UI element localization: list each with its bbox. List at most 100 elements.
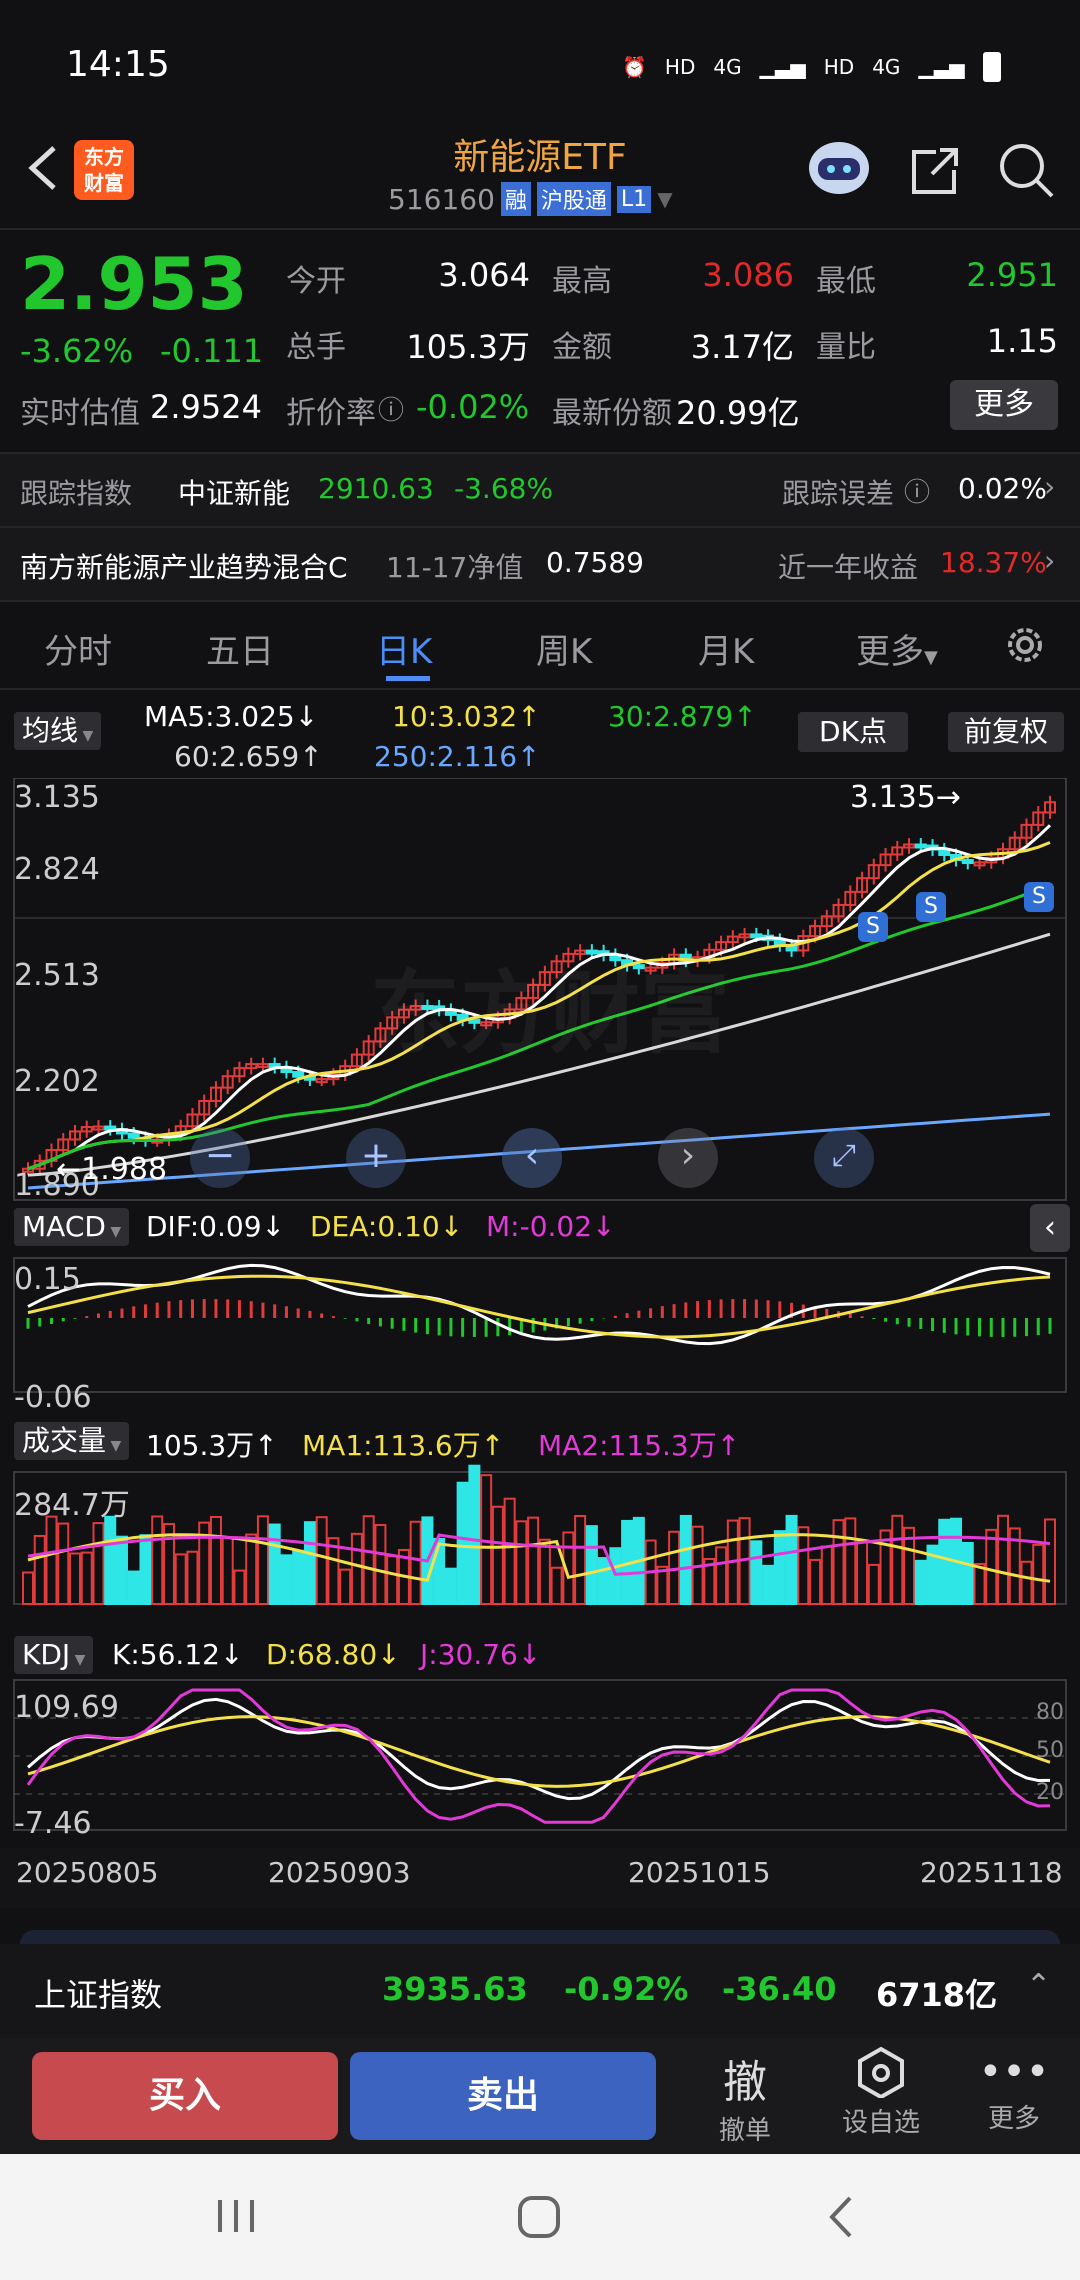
home-button[interactable] — [514, 2192, 564, 2242]
help-icon[interactable]: ⓘ — [904, 478, 931, 508]
volume-bar — [327, 1537, 340, 1606]
candle-body — [1020, 823, 1033, 839]
signal-s-3[interactable]: S — [1024, 882, 1054, 912]
market-chg: -36.40 — [722, 1970, 837, 2008]
add-watchlist-button[interactable]: 设自选 — [826, 2046, 936, 2150]
volume-bar — [515, 1520, 528, 1605]
search-icon — [1000, 144, 1054, 198]
volume-bar — [1032, 1543, 1045, 1606]
candle-body — [127, 1132, 140, 1139]
app-logo[interactable]: 东方 财富 — [74, 140, 134, 200]
zoom-out-button[interactable]: − — [190, 1128, 250, 1188]
kline-min-text: 1.988 — [81, 1152, 168, 1187]
chart-area[interactable] — [0, 778, 1080, 1918]
candle-body — [362, 1040, 375, 1056]
recent-apps-button[interactable] — [212, 2194, 262, 2238]
assistant-robot-icon[interactable] — [806, 138, 872, 198]
vol-y-top: 284.7万 — [14, 1488, 130, 1523]
volume-bar — [104, 1515, 117, 1605]
volume-bar — [891, 1514, 904, 1605]
pan-right-button[interactable]: › — [658, 1128, 718, 1188]
tag-connect: 沪股通 — [536, 182, 611, 216]
volume-bar — [303, 1521, 316, 1605]
volume-bar — [1008, 1527, 1021, 1605]
candle-body — [57, 1138, 70, 1151]
buy-button[interactable]: 买入 — [32, 2052, 338, 2140]
vol-value-text: 105.3万 — [146, 1429, 255, 1462]
sell-button[interactable]: 卖出 — [350, 2052, 656, 2140]
vol-ma1: MA1:113.6万↑ — [302, 1429, 505, 1462]
candle-body — [33, 1159, 46, 1170]
fullscreen-button[interactable]: ⤢ — [814, 1128, 874, 1188]
track-pct: -3.68% — [454, 472, 554, 505]
signal-s-1[interactable]: S — [858, 912, 888, 942]
volume-selector[interactable]: 成交量 ▼ — [14, 1422, 130, 1460]
dk-button[interactable]: DK点 — [798, 712, 908, 752]
plus-icon: + — [360, 1135, 392, 1176]
ma5-line — [27, 824, 1052, 1171]
search-button[interactable] — [996, 140, 1056, 200]
candle-body — [92, 1125, 105, 1131]
more-button[interactable]: 更多 — [950, 380, 1058, 430]
tab-five-day[interactable]: 五日 — [206, 632, 274, 672]
zoom-in-button[interactable]: + — [346, 1128, 406, 1188]
macd-selector[interactable]: MACD ▼ — [14, 1208, 130, 1246]
tab-intraday[interactable]: 分时 — [44, 632, 112, 672]
candle-body — [973, 861, 986, 867]
ratio-label: 量比 — [816, 330, 876, 365]
ma250-value: 250:2.116↑ — [374, 740, 541, 773]
volume-bar — [162, 1523, 175, 1606]
collapse-panel-button[interactable]: ‹ — [1030, 1204, 1070, 1252]
pan-left-button[interactable]: ‹ — [502, 1128, 562, 1188]
ma10-line — [27, 841, 1051, 1171]
candle-body — [245, 1063, 258, 1070]
ma-selector[interactable]: 均线 ▼ — [14, 712, 102, 750]
tracking-row[interactable]: 跟踪指数 中证新能 2910.63 -3.68% 跟踪误差 ⓘ 0.02% › — [0, 454, 1080, 526]
share-button[interactable] — [906, 140, 966, 200]
kdj-selector[interactable]: KDJ ▼ — [14, 1636, 94, 1674]
ma5-value: MA5:3.025↓ — [144, 700, 319, 733]
tab-more[interactable]: 更多▼ — [856, 624, 938, 673]
volume-bar — [245, 1533, 258, 1606]
candle-body — [221, 1075, 234, 1089]
adjust-button[interactable]: 前复权 — [948, 712, 1064, 752]
date-label-3: 20251015 — [628, 1856, 771, 1889]
volume-bar — [33, 1534, 46, 1605]
candle-body — [256, 1063, 269, 1069]
tab-monthly-k[interactable]: 月K — [698, 632, 755, 672]
volume-bar — [186, 1550, 199, 1606]
amount-label: 金额 — [552, 330, 612, 365]
volume-bar — [350, 1532, 363, 1605]
settings-button[interactable] — [1000, 620, 1050, 670]
candle-body — [891, 846, 904, 856]
caret-down-icon: ▼ — [70, 1652, 86, 1668]
cancel-order-button[interactable]: 撤 撤单 — [700, 2046, 790, 2150]
candle-body — [374, 1027, 387, 1043]
tag-level: L1 — [616, 185, 652, 213]
back-button[interactable] — [18, 138, 68, 198]
tab-daily-k[interactable]: 日K — [376, 632, 433, 672]
more-actions-button[interactable]: ••• 更多 — [966, 2046, 1062, 2150]
market-index-bar[interactable]: 上证指数 3935.63 -0.92% -36.40 6718亿 ⌃ — [0, 1944, 1080, 2038]
battery-icon — [982, 52, 1001, 82]
candle-body — [68, 1130, 81, 1141]
tab-weekly-k[interactable]: 周K — [536, 632, 593, 672]
dropdown-icon[interactable]: ▼ — [657, 187, 673, 211]
ret-label: 近一年收益 — [778, 551, 919, 584]
nav-back-button[interactable] — [818, 2192, 868, 2242]
ret-value: 18.37% — [940, 546, 1047, 579]
chevron-right-icon-2: › — [1044, 544, 1056, 577]
volume-bar — [538, 1538, 551, 1605]
volume-bar — [938, 1518, 951, 1605]
vol-ma2: MA2:115.3万↑ — [538, 1429, 741, 1462]
ma-selector-label: 均线 — [22, 714, 79, 747]
chevron-up-icon[interactable]: ⌃ — [1026, 1968, 1052, 2003]
fund-row[interactable]: 南方新能源产业趋势混合C 11-17净值 0.7589 近一年收益 18.37%… — [0, 528, 1080, 600]
ma30-text: 30:2.879 — [608, 700, 734, 733]
volume-bar — [468, 1464, 481, 1605]
candle-body — [879, 853, 892, 867]
info-icon[interactable]: ⓘ — [378, 396, 405, 426]
signal-s-2[interactable]: S — [916, 892, 946, 922]
chart-watermark: 东方财富 — [370, 961, 730, 1066]
candle-body — [914, 843, 927, 849]
